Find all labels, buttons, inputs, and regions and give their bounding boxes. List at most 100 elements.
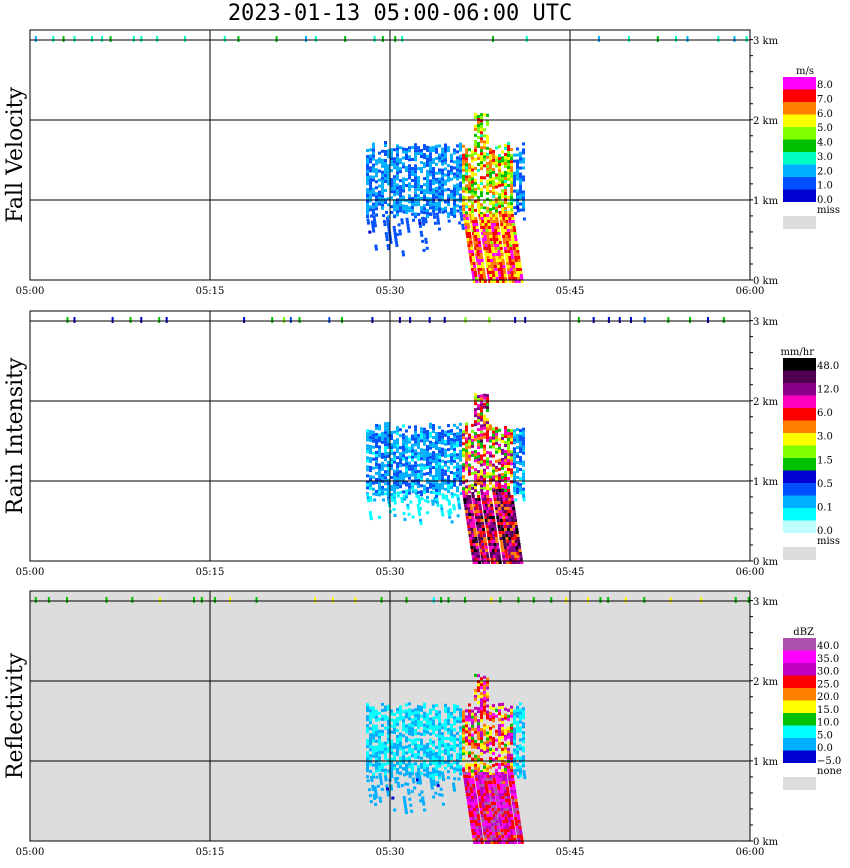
- echo-cell: [367, 788, 371, 792]
- echo-cell: [489, 793, 493, 796]
- echo-cell: [418, 501, 422, 505]
- echo-cell: [391, 796, 395, 800]
- echo-cell: [470, 546, 474, 549]
- echo-cell: [417, 194, 420, 198]
- echo-cell: [480, 445, 483, 449]
- echo-cell: [472, 223, 476, 226]
- echo-cell: [507, 482, 510, 486]
- echo-cell: [492, 155, 495, 159]
- echo-cell: [489, 157, 492, 161]
- echo-cell: [426, 724, 429, 728]
- legend-swatch: [783, 395, 816, 408]
- echo-cell: [414, 203, 417, 207]
- echo-cell: [480, 552, 484, 555]
- echo-cell: [478, 504, 482, 507]
- echo-cell: [489, 154, 492, 158]
- echo-cell: [450, 492, 454, 496]
- echo-cell: [366, 703, 369, 707]
- echo-cell: [381, 747, 384, 751]
- echo-cell: [450, 520, 454, 524]
- echo-cell: [511, 802, 515, 805]
- echo-cell: [390, 160, 393, 164]
- echo-cell: [490, 787, 494, 790]
- echo-cell: [489, 735, 492, 739]
- echo-cell: [504, 477, 507, 481]
- echo-cell: [511, 238, 515, 241]
- echo-cell: [471, 165, 474, 169]
- echo-cell: [441, 159, 444, 163]
- echo-cell: [505, 784, 509, 787]
- echo-cell: [486, 424, 489, 428]
- echo-cell: [522, 478, 525, 482]
- echo-cell: [480, 116, 483, 120]
- echo-cell: [505, 802, 509, 805]
- echo-cell: [498, 772, 501, 776]
- echo-cell: [369, 205, 372, 209]
- echo-cell: [423, 717, 426, 721]
- echo-cell: [480, 137, 483, 141]
- echo-cell: [470, 528, 474, 531]
- echo-cell: [390, 766, 393, 770]
- echo-cell: [375, 718, 378, 722]
- echo-cell: [438, 450, 441, 454]
- echo-cell: [506, 226, 510, 229]
- echo-cell: [426, 471, 429, 475]
- echo-cell: [477, 707, 480, 711]
- echo-cell: [420, 497, 424, 501]
- echo-cell: [486, 835, 490, 838]
- echo-cell: [495, 203, 498, 207]
- echo-cell: [435, 733, 438, 737]
- echo-cell: [375, 471, 378, 475]
- echo-cell: [479, 835, 483, 838]
- echo-cell: [476, 814, 480, 817]
- echo-cell: [510, 154, 513, 158]
- echo-cell: [432, 743, 435, 747]
- echo-cell: [472, 787, 476, 790]
- echo-cell: [492, 427, 495, 431]
- echo-cell: [414, 747, 417, 751]
- echo-cell: [435, 150, 438, 154]
- echo-cell: [406, 223, 410, 227]
- echo-cell: [369, 480, 372, 484]
- echo-cell: [565, 597, 568, 603]
- echo-cell: [486, 152, 489, 156]
- echo-cell: [513, 462, 516, 466]
- echo-cell: [378, 735, 381, 739]
- echo-cell: [498, 730, 501, 734]
- echo-cell: [522, 746, 525, 750]
- echo-cell: [450, 471, 453, 475]
- echo-cell: [505, 498, 509, 501]
- echo-cell: [390, 492, 394, 496]
- echo-cell: [504, 176, 507, 180]
- echo-cell: [471, 802, 475, 805]
- echo-cell: [513, 835, 517, 838]
- echo-cell: [456, 438, 459, 442]
- echo-cell: [402, 749, 405, 753]
- echo-cell: [517, 597, 520, 603]
- echo-cell: [483, 729, 486, 733]
- echo-cell: [511, 519, 515, 522]
- echo-cell: [473, 790, 477, 793]
- echo-cell: [366, 769, 369, 773]
- echo-cell: [522, 439, 525, 443]
- echo-cell: [507, 235, 511, 238]
- echo-cell: [486, 394, 489, 398]
- echo-cell: [468, 487, 471, 491]
- echo-cell: [480, 415, 483, 419]
- echo-cell: [381, 437, 384, 441]
- echo-cell: [468, 772, 471, 776]
- echo-cell: [474, 393, 477, 397]
- echo-cell: [480, 487, 483, 491]
- echo-cell: [514, 820, 518, 823]
- echo-cell: [471, 156, 474, 160]
- echo-cell: [456, 177, 459, 181]
- echo-cell: [393, 451, 396, 455]
- echo-cell: [523, 776, 527, 780]
- echo-cell: [459, 181, 462, 185]
- echo-cell: [486, 725, 489, 729]
- echo-cell: [417, 197, 420, 201]
- echo-cell: [465, 172, 468, 176]
- echo-cell: [444, 200, 447, 204]
- echo-cell: [469, 820, 473, 823]
